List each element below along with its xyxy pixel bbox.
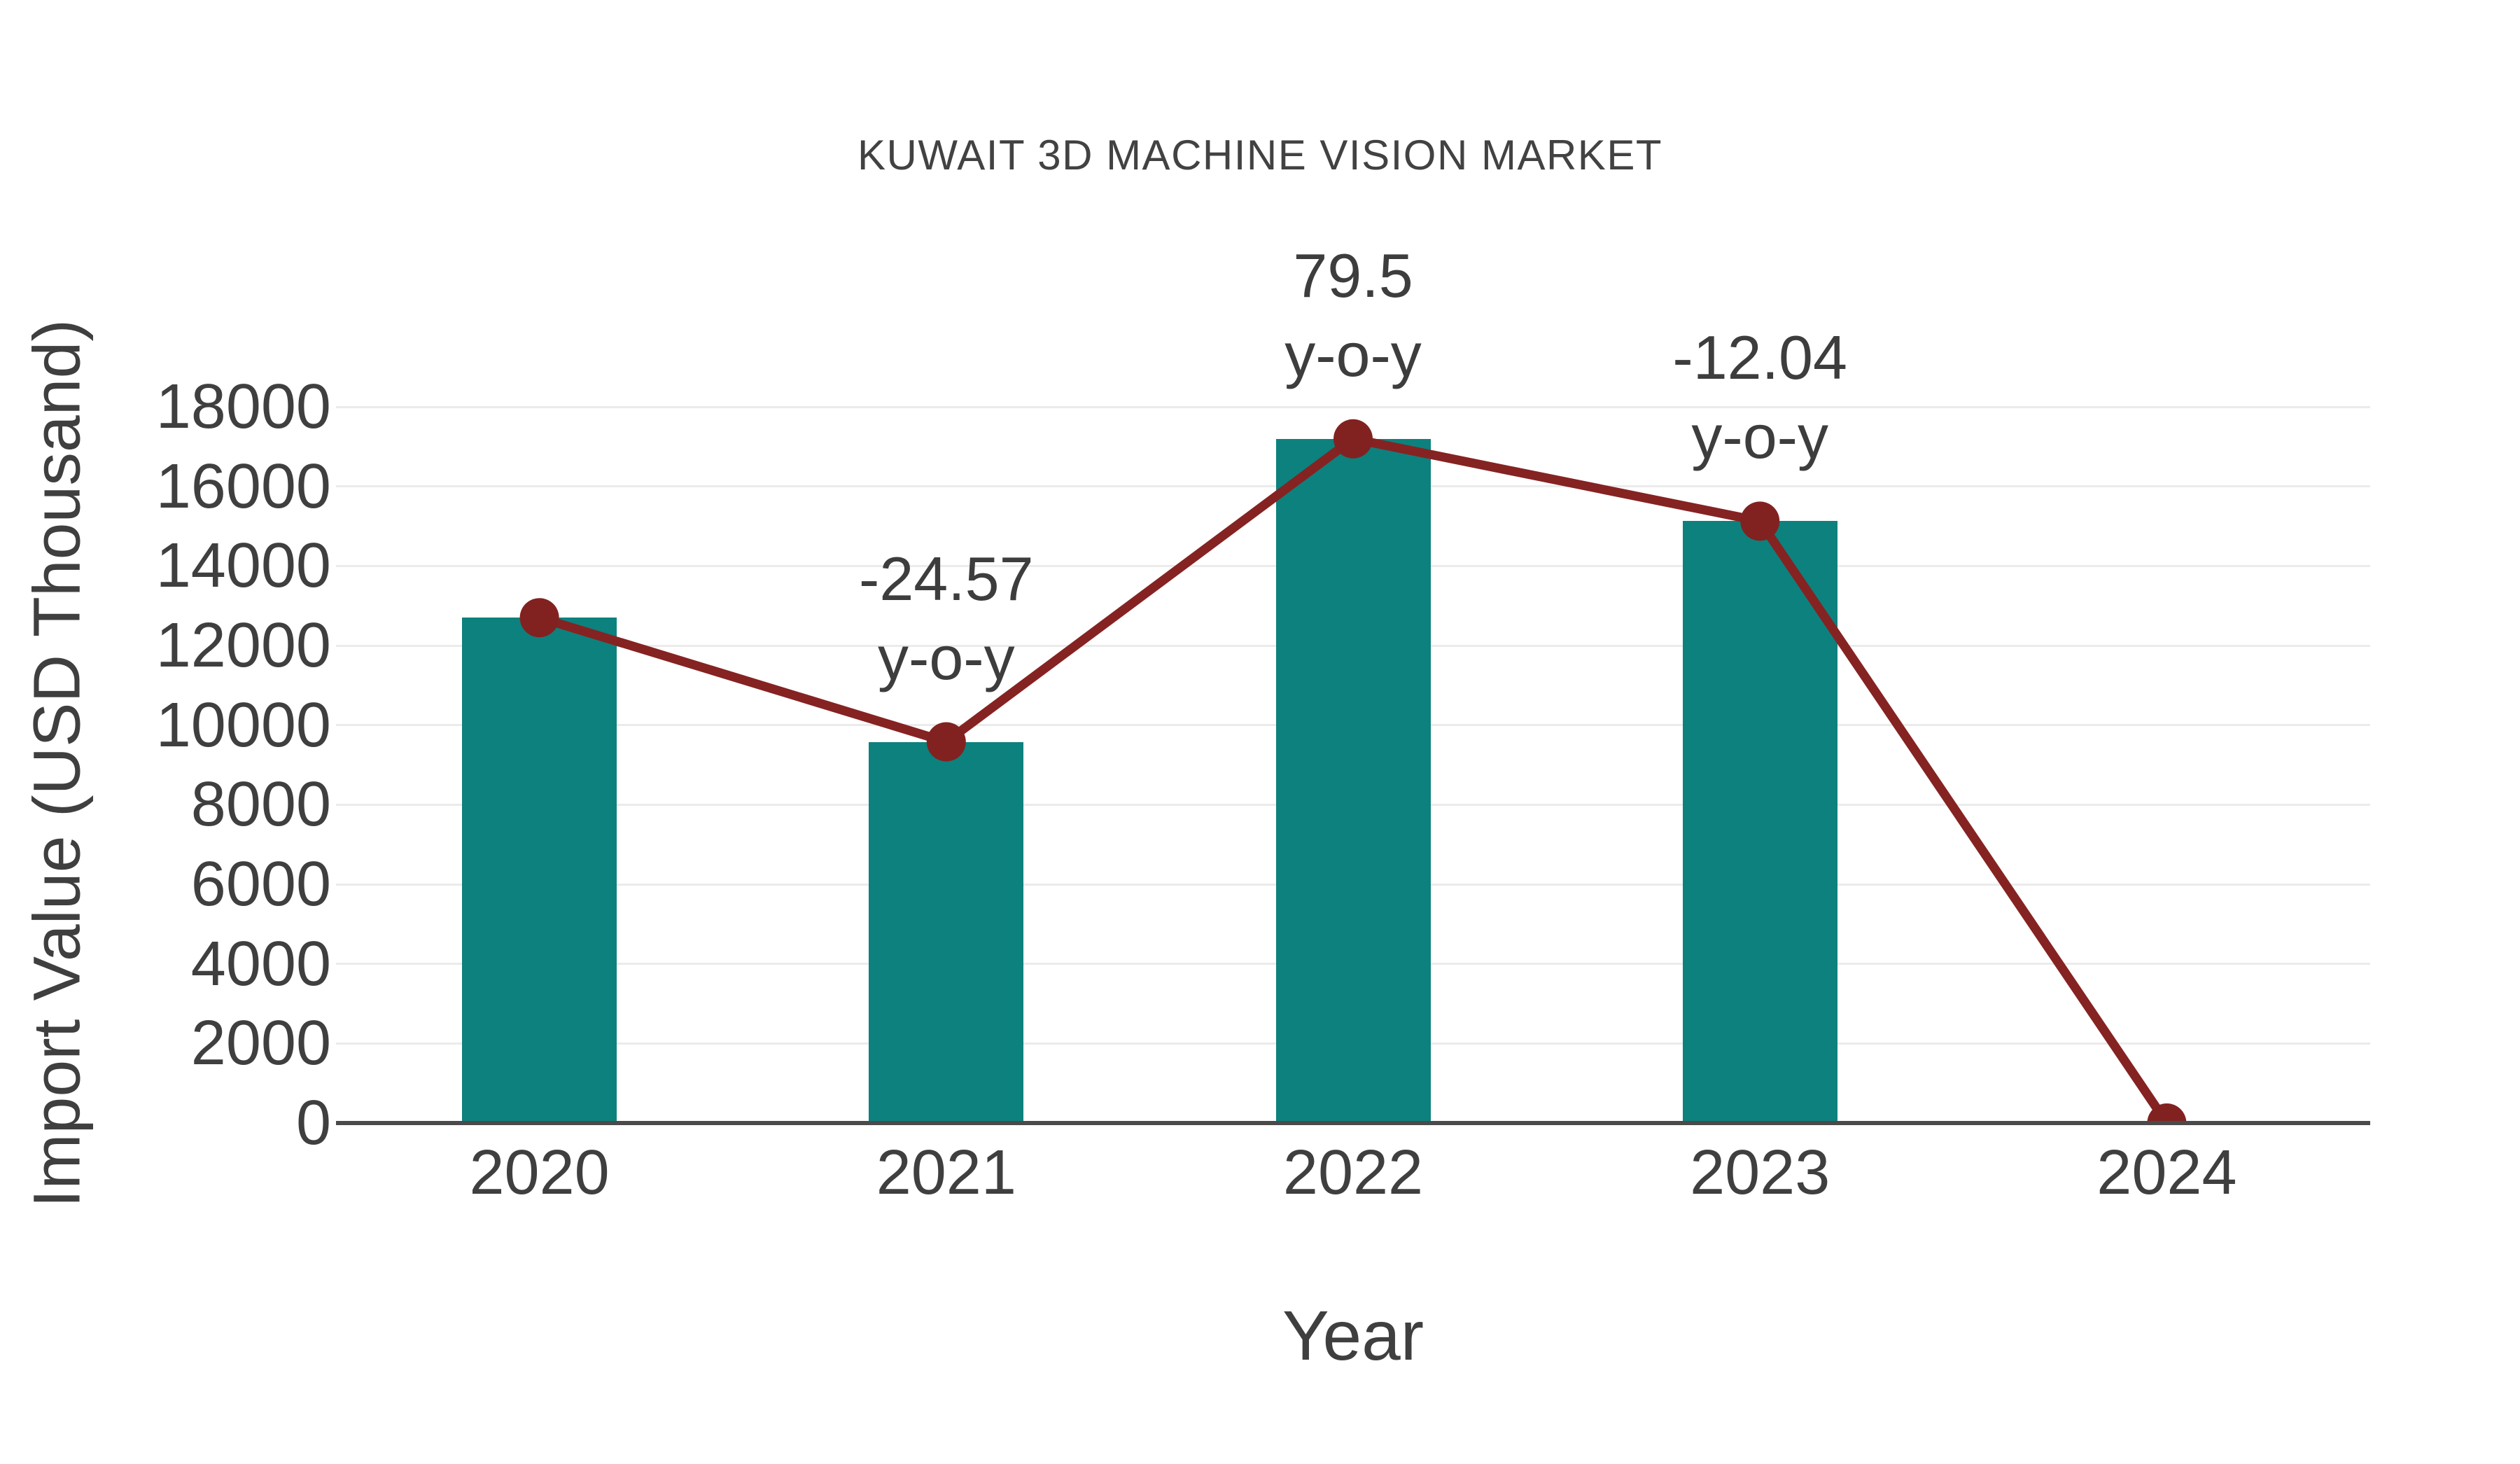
y-tick-label: 10000 — [155, 690, 331, 760]
y-tick-label: 16000 — [155, 451, 331, 522]
y-tick-label: 18000 — [155, 372, 331, 442]
y-tick-label: 14000 — [155, 531, 331, 601]
x-axis-line — [336, 1121, 2370, 1125]
line-marker-2020[interactable] — [519, 598, 559, 638]
chart-figure: KUWAIT 3D MACHINE VISION MARKET Import V… — [20, 132, 2370, 1375]
annotation-2021-value: -24.57 — [859, 543, 1034, 613]
bar-2022[interactable] — [1275, 438, 1431, 1123]
y-tick-label: 6000 — [190, 849, 331, 919]
x-axis-title: Year — [1282, 1297, 1424, 1375]
x-tick-label-2023: 2023 — [1690, 1138, 1830, 1208]
annotation-2022-label: y-o-y — [1284, 319, 1422, 389]
annotation-2021-label: y-o-y — [878, 622, 1015, 692]
x-tick-label-2024: 2024 — [2096, 1138, 2237, 1208]
trend-line[interactable] — [538, 434, 2171, 1123]
x-tick-label-2021: 2021 — [876, 1138, 1016, 1208]
trend-line-svg — [519, 419, 2187, 1143]
chart-title: KUWAIT 3D MACHINE VISION MARKET — [858, 132, 1662, 179]
line-marker-2023[interactable] — [1740, 501, 1780, 541]
bar-2023[interactable] — [1682, 521, 1837, 1123]
line-marker-2022[interactable] — [1334, 419, 1373, 459]
y-tick-label: 12000 — [155, 611, 331, 681]
y-tick-label: 8000 — [190, 769, 331, 840]
y-tick-label: 2000 — [190, 1008, 331, 1079]
bar-2020[interactable] — [462, 618, 617, 1123]
plot-area: 0 2000 4000 6000 8000 10000 12000 14000 16000 180… — [155, 240, 2370, 1208]
line-marker-2024[interactable] — [2147, 1103, 2187, 1143]
bar-2021[interactable] — [869, 741, 1024, 1123]
y-tick-label: 4000 — [190, 928, 331, 999]
annotation-2023-label: y-o-y — [1691, 402, 1828, 472]
annotation-2022-value: 79.5 — [1293, 240, 1413, 310]
x-tick-label-2020: 2020 — [469, 1138, 610, 1208]
y-gridline — [336, 405, 2370, 408]
y-tick-label: 0 — [295, 1088, 331, 1158]
annotation-2023-value: -12.04 — [1672, 323, 1847, 393]
x-tick-label-2022: 2022 — [1282, 1138, 1424, 1208]
line-marker-2021[interactable] — [926, 722, 966, 762]
